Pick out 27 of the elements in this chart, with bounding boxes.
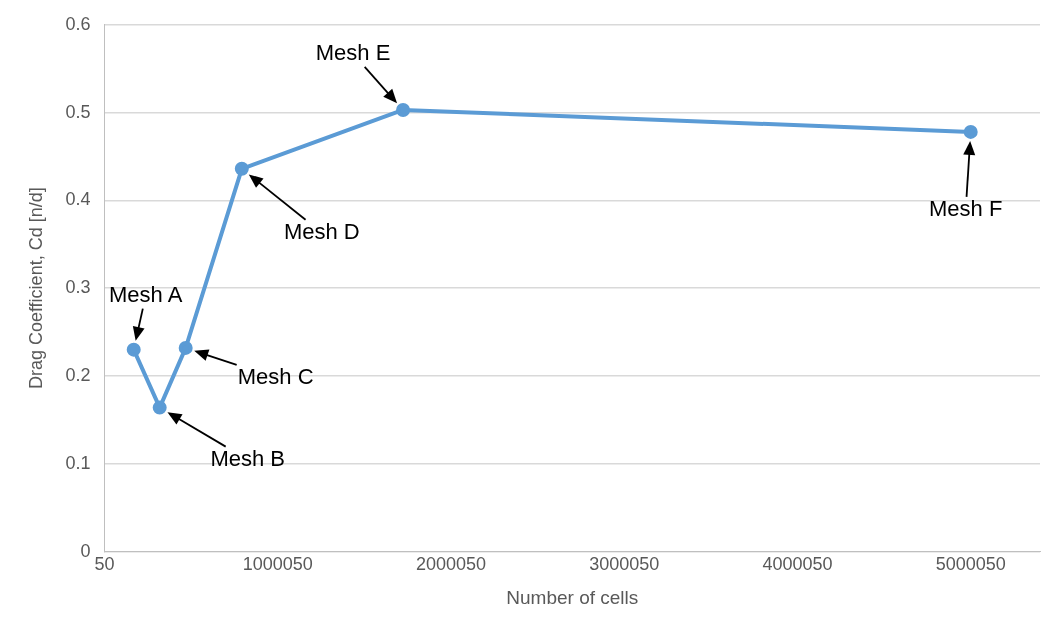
point bbox=[178, 340, 193, 355]
x-axis-title: Number of cells bbox=[506, 586, 639, 608]
y-tick-label: 0.5 bbox=[65, 101, 91, 122]
annotation: Mesh A bbox=[109, 281, 183, 307]
y-tick-label: 0.6 bbox=[65, 13, 91, 34]
x-tick-label: 3000050 bbox=[589, 554, 660, 575]
y-tick-label: 0.3 bbox=[65, 277, 91, 298]
x-tick-label: 2000050 bbox=[416, 554, 487, 575]
x-tick-label: 5000050 bbox=[935, 554, 1006, 575]
y-axis-title: Drag Coefficient, Cd [n/d] bbox=[25, 187, 46, 390]
annotation: Mesh E bbox=[315, 40, 391, 66]
point bbox=[126, 342, 141, 357]
annotation: Mesh F bbox=[929, 195, 1003, 221]
point bbox=[396, 102, 411, 117]
x-tick-label: 50 bbox=[94, 554, 115, 575]
y-tick-label: 0.2 bbox=[65, 364, 91, 385]
y-tick-label: 0.1 bbox=[65, 452, 91, 473]
x-tick-label: 4000050 bbox=[762, 554, 833, 575]
x-tick-label: 1000050 bbox=[242, 554, 313, 575]
annotation: Mesh C bbox=[237, 363, 314, 389]
y-tick-label: 0 bbox=[80, 540, 91, 561]
point bbox=[234, 161, 249, 176]
annotation: Mesh D bbox=[283, 218, 360, 244]
point bbox=[152, 400, 167, 415]
point bbox=[963, 124, 978, 139]
annotation: Mesh B bbox=[210, 445, 285, 471]
y-tick-label: 0.4 bbox=[65, 189, 91, 210]
